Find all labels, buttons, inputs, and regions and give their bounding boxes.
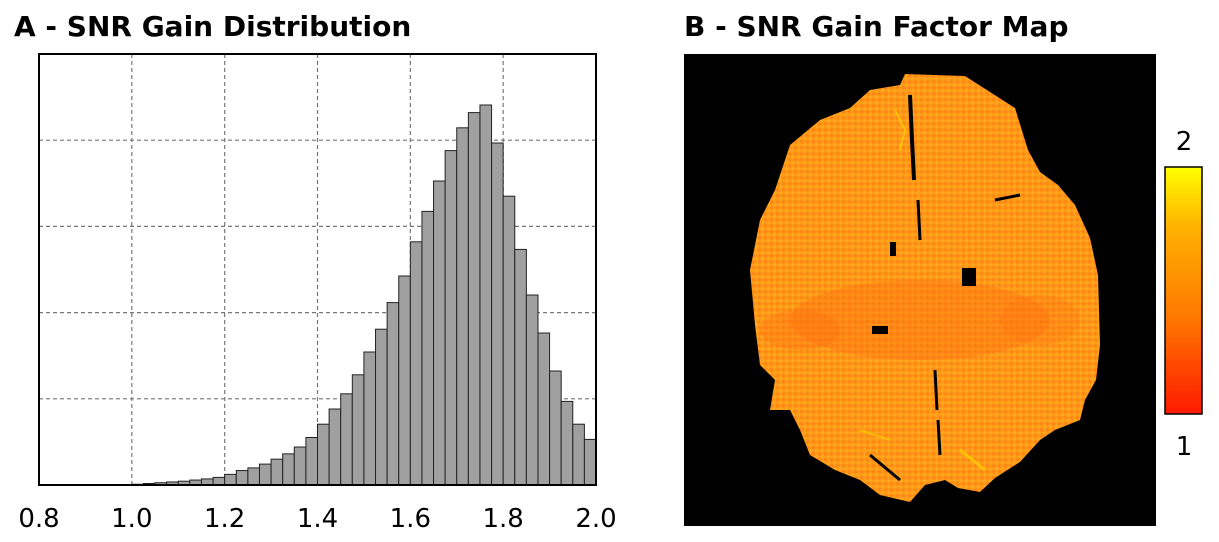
x-tick-label: 1.4 (297, 504, 338, 534)
x-tick-label: 1.2 (204, 504, 245, 534)
panel-b-title: B - SNR Gain Factor Map (684, 10, 1069, 43)
x-tick-label: 1.0 (111, 504, 152, 534)
x-axis-ticks: 0.8 1.0 1.2 1.4 1.6 1.8 2.0 (18, 504, 616, 534)
plot-frame (38, 53, 597, 486)
colorbar-min-label: 1 (1176, 432, 1193, 462)
histogram-chart: 0.8 1.0 1.2 1.4 1.6 1.8 2.0 (18, 53, 617, 534)
histogram-bars (131, 104, 596, 485)
x-tick-label: 1.6 (390, 504, 431, 534)
brain-map-details (760, 94, 1080, 482)
x-tick-label: 2.0 (575, 504, 616, 534)
panel-a-title: A - SNR Gain Distribution (14, 10, 412, 43)
brain-map (750, 74, 1100, 502)
colorbar-max-label: 2 (1176, 127, 1193, 157)
x-tick-label: 1.8 (482, 504, 523, 534)
x-tick-label: 0.8 (18, 504, 59, 534)
colorbar (1164, 166, 1203, 415)
